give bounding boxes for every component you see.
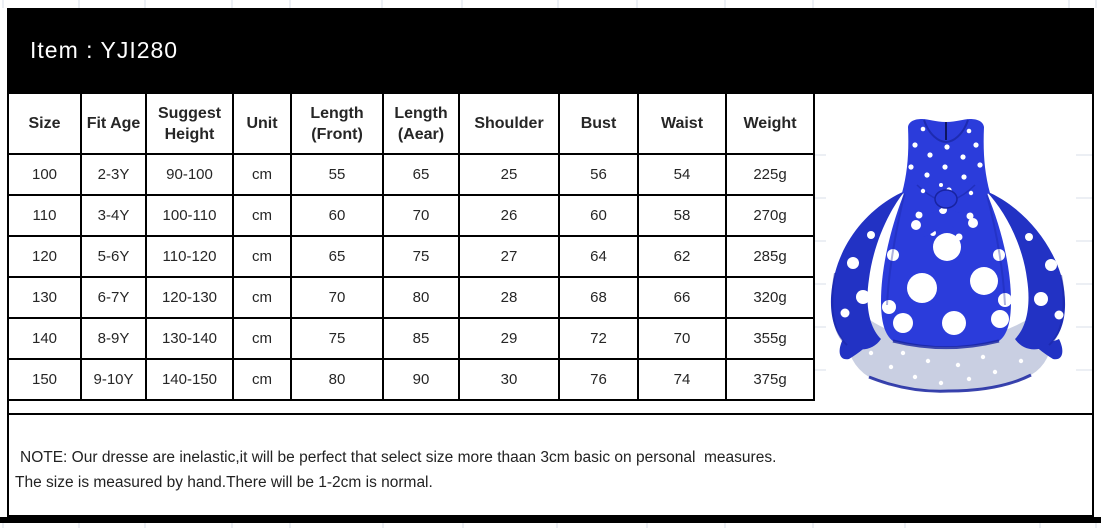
table-cell: 100 <box>7 153 82 196</box>
table-cell: 58 <box>637 194 727 237</box>
table-cell: 29 <box>458 317 560 360</box>
table-cell: 56 <box>558 153 639 196</box>
table-row: 100 2-3Y 90-100 cm 55 65 25 56 54 225g <box>7 153 815 196</box>
table-row: 130 6-7Y 120-130 cm 70 80 28 68 66 320g <box>7 276 815 319</box>
table-cell: 55 <box>290 153 384 196</box>
table-cell: 375g <box>725 358 815 401</box>
table-cell: 30 <box>458 358 560 401</box>
table-cell: 74 <box>637 358 727 401</box>
table-cell: cm <box>232 358 292 401</box>
table-cell: 90 <box>382 358 460 401</box>
item-title: Item : YJI280 <box>30 36 179 63</box>
table-cell: 66 <box>637 276 727 319</box>
column-header-fit-age: Fit Age <box>80 92 147 155</box>
column-header-suggest-height: Suggest Height <box>145 92 234 155</box>
table-cell: 130 <box>7 276 82 319</box>
table-cell: cm <box>232 194 292 237</box>
table-cell: 64 <box>558 235 639 278</box>
table-cell: 70 <box>290 276 384 319</box>
table-cell: 90-100 <box>145 153 234 196</box>
table-cell: 120 <box>7 235 82 278</box>
table-cell: 285g <box>725 235 815 278</box>
table-cell: cm <box>232 276 292 319</box>
table-cell: 355g <box>725 317 815 360</box>
table-cell: 60 <box>290 194 384 237</box>
table-cell: 54 <box>637 153 727 196</box>
table-cell: 25 <box>458 153 560 196</box>
column-header-size: Size <box>7 92 82 155</box>
table-cell: 68 <box>558 276 639 319</box>
table-cell: 65 <box>382 153 460 196</box>
note-line-1: NOTE: Our dresse are inelastic,it will b… <box>20 449 777 466</box>
size-chart-table: Size Fit Age Suggest Height Unit Length … <box>7 92 815 401</box>
table-cell: 110-120 <box>145 235 234 278</box>
dress-photo <box>830 119 1066 393</box>
column-header-unit: Unit <box>232 92 292 155</box>
table-row: 110 3-4Y 100-110 cm 60 70 26 60 58 270g <box>7 194 815 237</box>
table-cell: 65 <box>290 235 384 278</box>
table-cell: 100-110 <box>145 194 234 237</box>
table-cell: 320g <box>725 276 815 319</box>
table-cell: 130-140 <box>145 317 234 360</box>
table-cell: 140 <box>7 317 82 360</box>
table-cell: 76 <box>558 358 639 401</box>
table-cell: 60 <box>558 194 639 237</box>
table-cell: 80 <box>290 358 384 401</box>
item-header-bar: Item : YJI280 <box>7 8 1094 92</box>
table-cell: cm <box>232 317 292 360</box>
table-cell: 80 <box>382 276 460 319</box>
bottom-divider-bar <box>0 517 1101 523</box>
column-header-bust: Bust <box>558 92 639 155</box>
header-row: Size Fit Age Suggest Height Unit Length … <box>7 92 815 155</box>
table-row: 120 5-6Y 110-120 cm 65 75 27 64 62 285g <box>7 235 815 278</box>
table-cell: 110 <box>7 194 82 237</box>
column-header-length-front: Length (Front) <box>290 92 384 155</box>
table-cell: 120-130 <box>145 276 234 319</box>
dress-bow <box>905 180 987 237</box>
column-header-waist: Waist <box>637 92 727 155</box>
table-cell: 6-7Y <box>80 276 147 319</box>
table-cell: 75 <box>382 235 460 278</box>
table-cell: 85 <box>382 317 460 360</box>
table-cell: 70 <box>382 194 460 237</box>
table-cell: cm <box>232 153 292 196</box>
table-cell: 140-150 <box>145 358 234 401</box>
column-header-shoulder: Shoulder <box>458 92 560 155</box>
table-cell: 8-9Y <box>80 317 147 360</box>
table-cell: 70 <box>637 317 727 360</box>
table-cell: 72 <box>558 317 639 360</box>
table-cell: 75 <box>290 317 384 360</box>
dress-skirt <box>830 190 1066 360</box>
table-cell: 26 <box>458 194 560 237</box>
table-cell: 270g <box>725 194 815 237</box>
skirt-polka-dots <box>882 206 1011 335</box>
table-cell: 62 <box>637 235 727 278</box>
table-cell: 150 <box>7 358 82 401</box>
table-cell: 225g <box>725 153 815 196</box>
table-row: 140 8-9Y 130-140 cm 75 85 29 72 70 355g <box>7 317 815 360</box>
dress-bodice <box>902 119 990 201</box>
column-header-length-aear: Length (Aear) <box>382 92 460 155</box>
table-row: 150 9-10Y 140-150 cm 80 90 30 76 74 375g <box>7 358 815 401</box>
table-cell: cm <box>232 235 292 278</box>
note-box: NOTE: Our dresse are inelastic,it will b… <box>7 413 1094 517</box>
column-header-weight: Weight <box>725 92 815 155</box>
note-line-2: The size is measured by hand.There will … <box>15 474 433 491</box>
table-cell: 5-6Y <box>80 235 147 278</box>
table-cell: 2-3Y <box>80 153 147 196</box>
table-cell: 27 <box>458 235 560 278</box>
table-cell: 9-10Y <box>80 358 147 401</box>
table-cell: 3-4Y <box>80 194 147 237</box>
table-cell: 28 <box>458 276 560 319</box>
